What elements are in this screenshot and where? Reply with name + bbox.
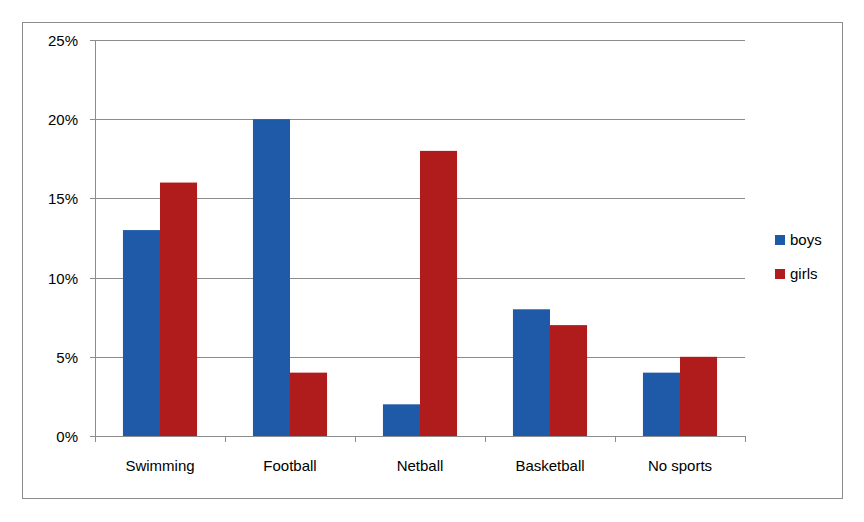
legend-swatch (775, 235, 785, 245)
bar (550, 325, 587, 436)
x-tick (355, 436, 356, 442)
bar (160, 183, 197, 436)
y-tick-label: 0% (56, 428, 78, 445)
grid-line (95, 119, 745, 120)
y-tick-label: 25% (48, 32, 78, 49)
frame (23, 23, 843, 499)
legend-swatch (775, 269, 785, 279)
x-tick (615, 436, 616, 442)
y-tick-label: 5% (56, 349, 78, 366)
x-tick (95, 436, 96, 442)
grid-line (95, 436, 745, 437)
bar (643, 373, 680, 436)
bars (123, 119, 717, 436)
chart: 0% 5% 10% 15% 20% 25% Swimming Football Netball B… (0, 0, 864, 522)
y-tick (90, 357, 95, 358)
y-tick (90, 198, 95, 199)
x-tick-label: No sports (648, 457, 712, 474)
legend-label: boys (790, 231, 822, 248)
x-tick (485, 436, 486, 442)
bar (123, 230, 160, 436)
y-tick (90, 40, 95, 41)
x-tick-label: Swimming (125, 457, 194, 474)
legend-label: girls (790, 265, 818, 282)
bar (290, 373, 327, 436)
bar (513, 309, 550, 436)
y-tick (90, 278, 95, 279)
y-tick-label: 20% (48, 111, 78, 128)
bar (253, 119, 290, 436)
y-tick (90, 436, 95, 437)
y-tick (90, 119, 95, 120)
bar (383, 404, 420, 436)
x-tick-label: Basketball (515, 457, 584, 474)
bar (420, 151, 457, 436)
y-axis (95, 40, 96, 436)
x-axis (95, 436, 745, 437)
x-tick (225, 436, 226, 442)
x-tick-label: Football (263, 457, 316, 474)
grid-line (95, 40, 745, 41)
bar (680, 357, 717, 436)
x-tick (745, 436, 746, 442)
y-tick-label: 15% (48, 190, 78, 207)
x-tick-label: Netball (397, 457, 444, 474)
y-tick-label: 10% (48, 270, 78, 287)
